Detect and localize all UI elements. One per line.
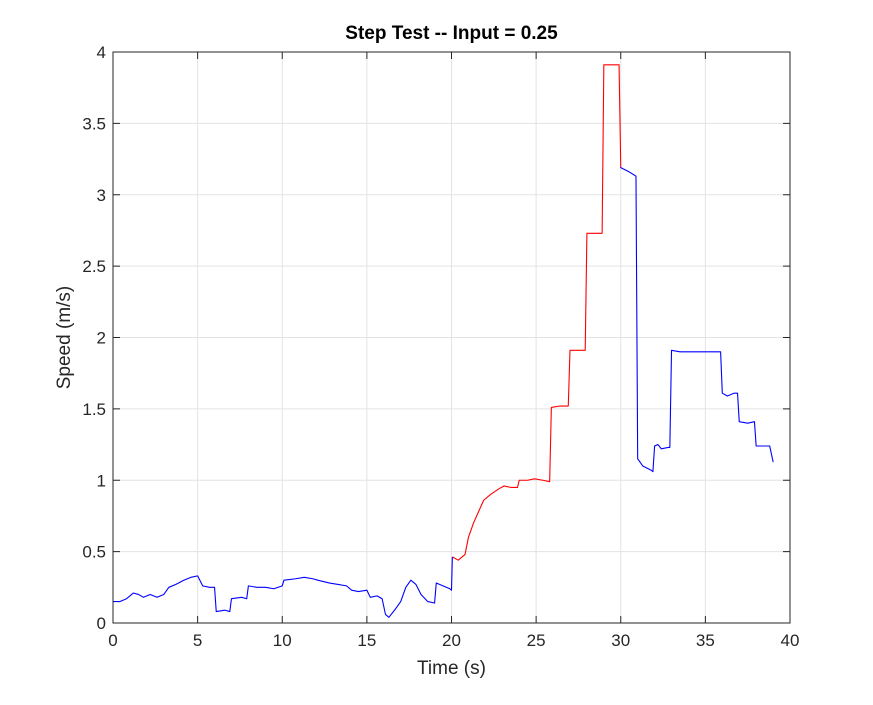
- y-tick-label: 3: [97, 186, 106, 205]
- series-line-3: [620, 167, 774, 473]
- series-line-2: [452, 64, 622, 561]
- x-tick-label: 30: [611, 631, 630, 650]
- y-tick-label: 4: [97, 43, 106, 62]
- y-tick-label: 0: [97, 614, 106, 633]
- y-tick-label: 0.5: [82, 543, 106, 562]
- x-tick-label: 15: [357, 631, 376, 650]
- y-tick-label: 2: [97, 329, 106, 348]
- series-line-1: [112, 556, 454, 618]
- x-tick-label: 20: [442, 631, 461, 650]
- y-tick-label: 3.5: [82, 114, 106, 133]
- x-tick-label: 25: [527, 631, 546, 650]
- x-tick-label: 40: [781, 631, 800, 650]
- x-axis-label: Time (s): [417, 658, 486, 679]
- y-axis-label: Speed (m/s): [54, 286, 75, 389]
- grid-lines: [112, 51, 791, 624]
- y-tick-label: 1.5: [82, 400, 106, 419]
- y-tick-label: 2.5: [82, 257, 106, 276]
- x-tick-label: 5: [193, 631, 202, 650]
- series-lines: [112, 64, 774, 618]
- ticks: 0 5 10 15 20 25 30 35 40 0 0.5 1 1.5 2 2.5 3 3.5 4: [82, 43, 799, 650]
- chart-title: Step Test -- Input = 0.25: [345, 23, 558, 44]
- x-tick-label: 35: [696, 631, 715, 650]
- x-tick-label: 0: [108, 631, 117, 650]
- x-tick-label: 10: [273, 631, 292, 650]
- y-tick-label: 1: [97, 471, 106, 490]
